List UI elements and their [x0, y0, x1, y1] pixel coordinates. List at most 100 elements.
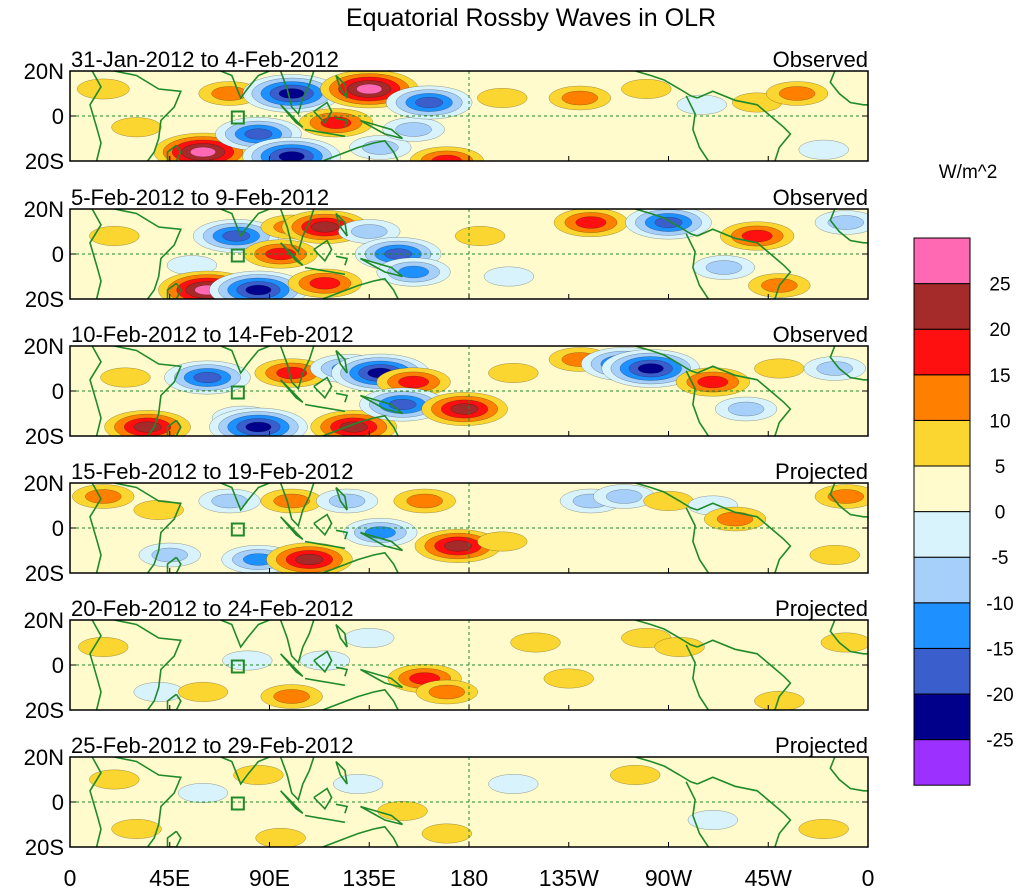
anomaly-contour: [211, 86, 248, 101]
anomaly-contour: [133, 421, 162, 433]
anomaly-contour: [309, 277, 341, 290]
coastline: [279, 483, 315, 528]
anomaly-contour: [621, 79, 672, 99]
anomaly-contour: [820, 632, 868, 653]
anomaly-contour: [244, 128, 273, 140]
coastline: [279, 71, 315, 116]
anomaly-contour: [455, 226, 506, 246]
coastline: [89, 209, 102, 299]
coastline: [360, 119, 404, 140]
anomaly-contour: [78, 637, 129, 657]
panel-date-label: 25-Feb-2012 to 29-Feb-2012: [71, 733, 354, 758]
anomaly-contour: [377, 801, 428, 821]
anomaly-contour: [76, 78, 130, 100]
coastline: [635, 346, 698, 374]
coastline: [829, 483, 868, 518]
anomaly-contour: [561, 90, 599, 106]
anomaly-field: [76, 71, 868, 161]
y-tick-label: 20S: [25, 424, 64, 449]
anomaly-contour: [388, 399, 417, 410]
anomaly-field: [78, 620, 868, 710]
coastline: [829, 209, 868, 244]
coastline: [220, 346, 270, 375]
colorbar-swatch: [913, 465, 971, 513]
anomaly-contour: [697, 375, 729, 389]
panel-stack: 20N 0 20S 31-Jan-2012 to 4-Feb-2012 Observed…: [24, 47, 869, 860]
colorbar-swatch: [913, 283, 971, 330]
panel-date-label: 20-Feb-2012 to 24-Feb-2012: [71, 596, 354, 621]
x-tick-label: 135W: [539, 865, 599, 890]
coastline: [635, 71, 698, 99]
coastline: [89, 71, 102, 161]
anomaly-contour: [351, 224, 388, 239]
region-box: [230, 659, 245, 674]
coastline: [220, 71, 270, 100]
coastline: [696, 502, 792, 573]
y-tick-label: 0: [52, 516, 64, 541]
colorbar-level-label: -10: [986, 594, 1013, 615]
colorbar-swatch: [913, 419, 971, 467]
coastline: [313, 650, 333, 674]
coastline: [279, 242, 304, 266]
anomaly-contour: [211, 493, 248, 509]
coastline: [279, 653, 304, 677]
anomaly-contour: [100, 367, 151, 388]
anomaly-contour: [809, 545, 860, 565]
colorbar-swatch: [913, 237, 971, 285]
anomaly-field: [89, 757, 868, 847]
colorbar-swatch: [913, 602, 971, 649]
coastline: [335, 803, 349, 814]
panel-status-label: Observed: [773, 47, 868, 72]
coastline: [220, 209, 270, 238]
coastline: [829, 757, 868, 792]
region-box: [230, 248, 245, 263]
anomaly-field: [72, 483, 868, 573]
colorbar-level-label: 10: [989, 411, 1010, 432]
panel-status-label: Projected: [775, 596, 868, 621]
coastline: [89, 346, 102, 436]
coastline: [313, 513, 333, 537]
y-tick-label: 20N: [24, 334, 64, 359]
x-tick-label: 0: [64, 865, 77, 890]
panel-date-label: 31-Jan-2012 to 4-Feb-2012: [71, 47, 339, 72]
panel-2: 20N 0 20S 5-Feb-2012 to 9-Feb-2012 Observed: [24, 185, 869, 312]
anomaly-contour: [754, 358, 805, 379]
anomaly-contour: [233, 765, 284, 785]
coastline: [335, 486, 348, 511]
coastline: [89, 620, 102, 710]
x-tick-label: 180: [450, 865, 488, 890]
coastline: [685, 644, 710, 710]
panel-date-label: 10-Feb-2012 to 14-Feb-2012: [71, 322, 354, 347]
colorbar-swatch: [913, 328, 971, 376]
anomaly-contour: [255, 828, 306, 847]
colorbar-level-label: -20: [986, 685, 1013, 706]
coastline: [360, 257, 404, 278]
anomaly-contour: [741, 229, 773, 243]
anomaly-contour: [444, 540, 472, 552]
anomaly-contour: [193, 372, 222, 383]
colorbar-level-label: 0: [995, 503, 1006, 524]
panel-date-label: 5-Feb-2012 to 9-Feb-2012: [71, 185, 329, 210]
coastline: [335, 349, 348, 374]
y-tick-label: 0: [52, 104, 64, 129]
coastline: [89, 757, 102, 847]
colorbar-swatch: [913, 374, 971, 421]
coastline: [696, 639, 792, 710]
coastline: [322, 139, 399, 161]
x-tick-label: 45W: [745, 865, 793, 890]
anomaly-contour: [705, 260, 743, 275]
anomaly-contour: [450, 403, 479, 415]
coastline: [335, 117, 349, 128]
anomaly-contour: [111, 117, 162, 138]
x-axis: 0 45E 90E 135E 180 135W 90W 45W 0: [64, 865, 875, 890]
coastline: [279, 790, 304, 814]
y-tick-label: 20S: [25, 698, 64, 723]
anomaly-contour: [827, 215, 865, 230]
coastline: [829, 620, 868, 655]
anomaly-field: [89, 209, 868, 299]
coastline: [335, 255, 349, 266]
anomaly-contour: [278, 88, 305, 99]
coastline: [696, 776, 792, 847]
x-tick-label: 0: [862, 865, 875, 890]
